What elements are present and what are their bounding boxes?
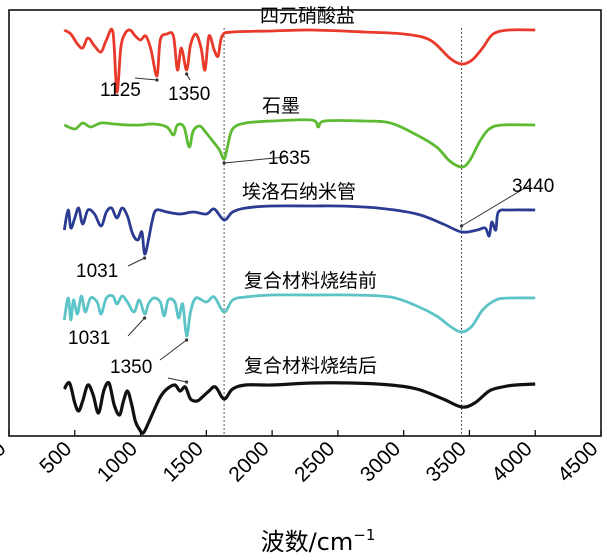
annotation-label-4: 1031 bbox=[76, 261, 118, 282]
x-axis-label-sup: −1 bbox=[353, 526, 375, 544]
x-tick-label-2: 1000 bbox=[93, 437, 142, 486]
x-tick-label-9: 4500 bbox=[553, 437, 602, 486]
series-layer bbox=[62, 27, 536, 435]
series-line-1 bbox=[63, 118, 536, 169]
annotation-arrow-7 bbox=[167, 377, 187, 383]
series-label-1: 石墨 bbox=[262, 95, 300, 117]
plot-frame bbox=[8, 9, 602, 437]
x-tick-label-6: 3000 bbox=[356, 437, 405, 486]
annotation-arrow-4 bbox=[127, 257, 145, 267]
annotation-arrow-3 bbox=[461, 184, 531, 227]
series-line-0 bbox=[63, 27, 536, 94]
annotation-label-3: 3440 bbox=[512, 176, 554, 197]
annotation-tip-1 bbox=[185, 72, 189, 76]
x-tick-label-8: 4000 bbox=[487, 437, 536, 486]
x-tick-label-7: 3500 bbox=[422, 437, 471, 486]
annotation-arrow-6 bbox=[159, 339, 187, 361]
series-line-4 bbox=[62, 380, 536, 435]
annotation-label-2: 1635 bbox=[268, 148, 310, 169]
series-label-2: 埃洛石纳米管 bbox=[242, 181, 356, 203]
annotation-label-5: 1031 bbox=[68, 328, 110, 349]
annotation-label-1: 1350 bbox=[168, 84, 210, 105]
annotation-label-6: 1350 bbox=[110, 357, 152, 378]
annotations: 11251350163534401031103113501350 bbox=[68, 72, 554, 384]
annotation-tip-0 bbox=[155, 78, 159, 82]
annotation-arrow-2 bbox=[224, 156, 286, 164]
series-label-0: 四元硝酸盐 bbox=[260, 5, 355, 27]
annotation-tip-6 bbox=[185, 338, 189, 342]
annotation-arrow-0 bbox=[134, 77, 158, 81]
x-tick-label-4: 2000 bbox=[224, 437, 273, 486]
x-axis: 0 500 1000 1500 2000 2500 3000 3500 4000 4500 bbox=[0, 430, 603, 487]
series-line-3 bbox=[62, 293, 536, 338]
annotation-tip-2 bbox=[222, 161, 226, 165]
annotation-tip-4 bbox=[143, 256, 147, 260]
series-label-3: 复合材料烧结前 bbox=[244, 270, 377, 292]
annotation-tip-5 bbox=[143, 316, 147, 320]
series-label-4: 复合材料烧结后 bbox=[244, 355, 377, 377]
x-tick-label-1: 500 bbox=[35, 437, 76, 478]
annotation-label-0: 1125 bbox=[100, 80, 141, 101]
x-tick-label-3: 1500 bbox=[159, 437, 208, 486]
annotation-arrow-5 bbox=[127, 317, 146, 337]
x-axis-label: 波数/cm−1 bbox=[261, 526, 376, 556]
annotation-tip-7 bbox=[185, 380, 189, 384]
x-tick-label-0: 0 bbox=[0, 437, 11, 462]
annotation-tip-3 bbox=[459, 224, 464, 228]
x-axis-label-main: 波数/cm bbox=[261, 528, 354, 556]
series-line-2 bbox=[62, 204, 536, 256]
x-tick-label-5: 2500 bbox=[290, 437, 339, 486]
